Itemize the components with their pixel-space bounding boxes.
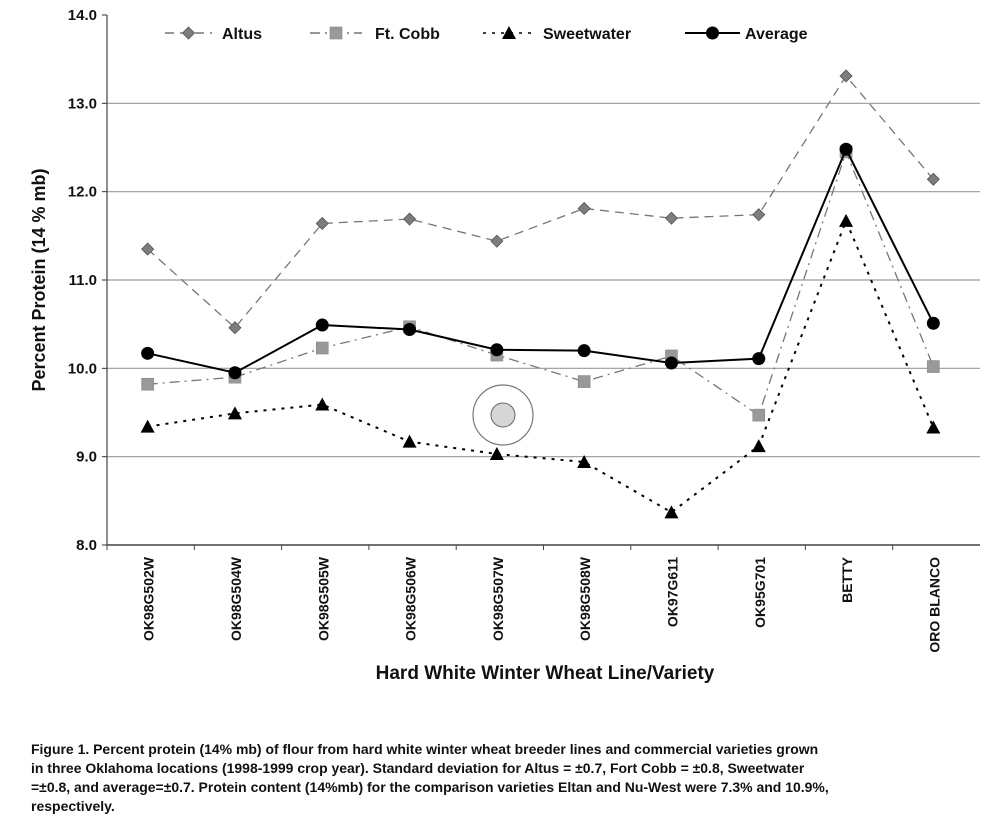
square-marker: [927, 360, 940, 373]
legend-item: Average: [685, 26, 808, 43]
series-altus: [141, 69, 940, 335]
diamond-marker: [315, 216, 329, 231]
series-sweetwater: [140, 213, 941, 519]
circle-marker: [403, 322, 417, 336]
x-axis-title: Hard White Winter Wheat Line/Variety: [376, 663, 715, 684]
square-marker: [329, 26, 343, 40]
diamond-marker: [664, 211, 679, 225]
y-axis-title: Percent Protein (14 % mb): [29, 168, 49, 391]
x-tick-label: OK98G507W: [490, 556, 506, 641]
x-tick-label: OK98G502W: [141, 556, 157, 641]
x-tick-label: OK98G505W: [315, 556, 331, 641]
series-line: [147, 146, 935, 374]
diamond-marker: [926, 172, 940, 186]
x-tick-label: OK98G504W: [228, 556, 244, 641]
square-marker: [577, 375, 591, 388]
legend-item: Altus: [165, 26, 262, 43]
diamond-marker: [402, 212, 417, 226]
caption-line: respectively.: [31, 798, 115, 814]
series-group: [140, 69, 941, 519]
cursor-indicator: [472, 384, 534, 446]
y-tick-label: 12.0: [68, 184, 97, 201]
diamond-marker: [577, 201, 591, 216]
series-ft-cobb: [141, 145, 940, 422]
x-tick-label: OK95G701: [752, 557, 768, 628]
legend-label: Average: [745, 26, 808, 43]
y-tick-label: 11.0: [69, 272, 97, 289]
circle-marker: [577, 344, 591, 358]
triangle-marker: [489, 447, 504, 461]
triangle-marker: [577, 454, 592, 468]
y-tick-label: 9.0: [76, 449, 97, 466]
gridlines: [107, 102, 980, 458]
triangle-marker: [664, 505, 679, 519]
diamond-marker: [490, 234, 504, 248]
square-marker: [752, 408, 766, 422]
y-tick-label: 13.0: [68, 95, 97, 112]
circle-marker: [752, 352, 766, 366]
circle-marker: [141, 346, 155, 360]
y-tick-label: 8.0: [76, 537, 97, 554]
y-tick-label: 10.0: [68, 360, 97, 377]
triangle-marker: [402, 434, 417, 448]
figure-caption: Figure 1. Percent protein (14% mb) of fl…: [31, 740, 991, 816]
axes: [102, 14, 980, 550]
diamond-marker: [181, 26, 196, 40]
x-tick-label: ORO BLANCO: [926, 557, 942, 653]
y-tick-label: 14.0: [68, 7, 97, 24]
series-line: [147, 74, 934, 329]
triangle-marker: [140, 419, 155, 433]
caption-line: =±0.8, and average=±0.7. Protein content…: [31, 779, 829, 795]
protein-line-chart: 8.09.010.011.012.013.014.0 OK98G502W OK98…: [29, 7, 980, 684]
circle-marker: [490, 343, 504, 357]
legend-item: Ft. Cobb: [310, 26, 440, 43]
diamond-marker: [839, 69, 853, 83]
caption-line: Figure 1. Percent protein (14% mb) of fl…: [31, 741, 819, 757]
x-tick-label: OK98G508W: [577, 556, 593, 641]
series-average: [141, 142, 940, 380]
diamond-marker: [141, 242, 155, 256]
circle-marker: [664, 356, 678, 370]
legend-item: Sweetwater: [483, 26, 631, 43]
x-tick-label: OK97G611: [664, 557, 680, 627]
diamond-marker: [228, 321, 242, 335]
triangle-marker: [502, 26, 516, 39]
square-marker: [315, 341, 329, 355]
circle-marker: [315, 318, 329, 332]
legend-label: Ft. Cobb: [375, 26, 440, 43]
legend-label: Sweetwater: [543, 26, 631, 43]
x-tick-label: BETTY: [839, 556, 855, 603]
triangle-marker: [227, 406, 242, 420]
caption-line: in three Oklahoma locations (1998-1999 c…: [31, 760, 805, 776]
circle-marker: [228, 366, 242, 380]
triangle-marker: [315, 397, 330, 411]
x-tick-label: OK98G506W: [403, 556, 419, 641]
y-tick-labels: 8.0 9.0 10.0 11.0 12.0 13.0 14.0: [68, 7, 97, 554]
circle-marker: [706, 26, 719, 40]
x-tick-labels: OK98G502W OK98G504W OK98G505W OK98G506W OK98…: [141, 556, 943, 652]
triangle-marker: [839, 213, 854, 227]
square-marker: [141, 377, 154, 391]
triangle-marker: [751, 439, 766, 453]
series-line: [147, 150, 934, 417]
triangle-marker: [926, 420, 941, 434]
diamond-marker: [752, 208, 766, 222]
legend: Altus Ft. Cobb Sweetwater Average: [165, 26, 808, 43]
circle-marker: [839, 142, 853, 156]
legend-label: Altus: [222, 26, 262, 43]
circle-marker: [926, 316, 940, 330]
